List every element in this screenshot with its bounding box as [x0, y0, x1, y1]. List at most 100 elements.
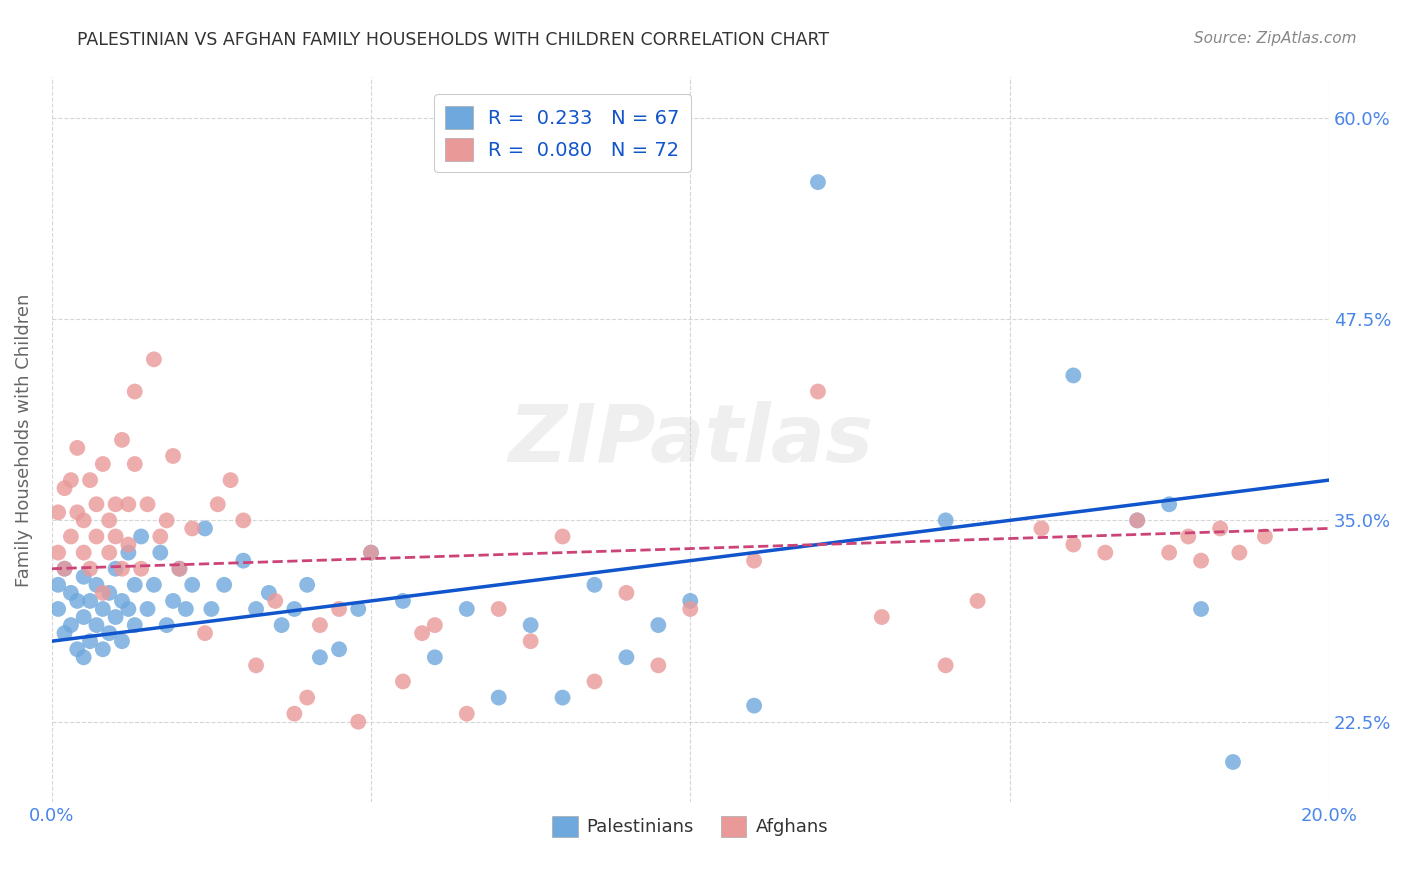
Point	[616, 586, 638, 600]
Point	[162, 594, 184, 608]
Point	[124, 578, 146, 592]
Point	[86, 578, 108, 592]
Point	[91, 586, 114, 600]
Point	[200, 602, 222, 616]
Point	[98, 586, 121, 600]
Point	[124, 457, 146, 471]
Point	[219, 473, 242, 487]
Point	[679, 594, 702, 608]
Point	[295, 690, 318, 705]
Point	[1062, 537, 1084, 551]
Point	[583, 674, 606, 689]
Point	[111, 433, 134, 447]
Point	[245, 658, 267, 673]
Point	[73, 650, 96, 665]
Point	[1227, 546, 1250, 560]
Point	[679, 602, 702, 616]
Point	[79, 562, 101, 576]
Point	[98, 546, 121, 560]
Point	[111, 594, 134, 608]
Point	[1126, 513, 1149, 527]
Point	[104, 529, 127, 543]
Point	[162, 449, 184, 463]
Point	[59, 618, 82, 632]
Point	[966, 594, 988, 608]
Point	[1126, 513, 1149, 527]
Point	[117, 537, 139, 551]
Point	[423, 650, 446, 665]
Point	[156, 618, 179, 632]
Legend: Palestinians, Afghans: Palestinians, Afghans	[546, 809, 835, 844]
Point	[149, 546, 172, 560]
Point	[194, 626, 217, 640]
Point	[98, 513, 121, 527]
Point	[360, 546, 382, 560]
Point	[194, 521, 217, 535]
Point	[53, 626, 76, 640]
Point	[456, 602, 478, 616]
Point	[1189, 602, 1212, 616]
Point	[1062, 368, 1084, 383]
Point	[181, 521, 204, 535]
Point	[104, 610, 127, 624]
Point	[79, 594, 101, 608]
Point	[66, 594, 89, 608]
Point	[91, 602, 114, 616]
Y-axis label: Family Households with Children: Family Households with Children	[15, 293, 32, 587]
Point	[98, 626, 121, 640]
Point	[347, 602, 370, 616]
Point	[551, 690, 574, 705]
Point	[232, 513, 254, 527]
Point	[212, 578, 235, 592]
Point	[1189, 554, 1212, 568]
Point	[309, 650, 332, 665]
Point	[136, 497, 159, 511]
Point	[807, 384, 830, 399]
Point	[174, 602, 197, 616]
Point	[129, 529, 152, 543]
Point	[149, 529, 172, 543]
Point	[124, 618, 146, 632]
Point	[807, 175, 830, 189]
Point	[935, 513, 957, 527]
Point	[46, 602, 69, 616]
Point	[488, 602, 510, 616]
Point	[1031, 521, 1053, 535]
Point	[328, 602, 350, 616]
Point	[46, 505, 69, 519]
Point	[169, 562, 191, 576]
Point	[742, 698, 765, 713]
Point	[647, 618, 669, 632]
Point	[73, 546, 96, 560]
Point	[59, 473, 82, 487]
Point	[392, 594, 415, 608]
Point	[104, 497, 127, 511]
Point	[136, 602, 159, 616]
Point	[91, 457, 114, 471]
Point	[117, 546, 139, 560]
Point	[935, 658, 957, 673]
Point	[181, 578, 204, 592]
Text: ZIPatlas: ZIPatlas	[508, 401, 873, 479]
Point	[456, 706, 478, 721]
Point	[142, 578, 165, 592]
Point	[1159, 497, 1181, 511]
Point	[73, 513, 96, 527]
Point	[142, 352, 165, 367]
Point	[245, 602, 267, 616]
Point	[347, 714, 370, 729]
Point	[1159, 546, 1181, 560]
Point	[551, 529, 574, 543]
Point	[264, 594, 287, 608]
Point	[232, 554, 254, 568]
Point	[423, 618, 446, 632]
Text: PALESTINIAN VS AFGHAN FAMILY HOUSEHOLDS WITH CHILDREN CORRELATION CHART: PALESTINIAN VS AFGHAN FAMILY HOUSEHOLDS …	[77, 31, 830, 49]
Point	[129, 562, 152, 576]
Point	[73, 610, 96, 624]
Point	[117, 602, 139, 616]
Point	[283, 602, 305, 616]
Point	[1254, 529, 1277, 543]
Point	[59, 586, 82, 600]
Point	[519, 618, 541, 632]
Point	[1222, 755, 1244, 769]
